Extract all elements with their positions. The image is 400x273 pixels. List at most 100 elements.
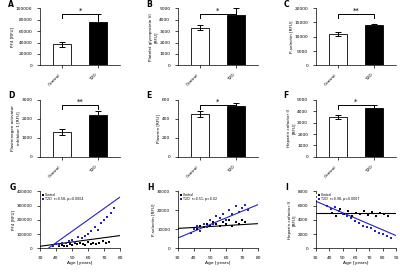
Point bbox=[347, 216, 354, 221]
Point bbox=[341, 212, 347, 216]
Y-axis label: Plasmin [RFU]: Plasmin [RFU] bbox=[157, 114, 161, 143]
Point bbox=[61, 244, 67, 248]
Point bbox=[232, 204, 239, 209]
Point bbox=[216, 216, 223, 220]
Text: **: ** bbox=[352, 8, 359, 14]
Point bbox=[204, 221, 210, 226]
Bar bbox=[191, 28, 209, 66]
Point bbox=[75, 235, 82, 239]
Point bbox=[93, 242, 99, 247]
Point bbox=[384, 233, 390, 238]
Text: G: G bbox=[10, 183, 16, 192]
Point bbox=[85, 232, 91, 236]
Point bbox=[372, 229, 378, 233]
Bar bbox=[328, 117, 347, 157]
Bar bbox=[227, 106, 245, 157]
Bar bbox=[365, 108, 383, 157]
Point bbox=[200, 225, 207, 230]
Point bbox=[200, 221, 207, 226]
Point bbox=[64, 244, 70, 248]
Point bbox=[220, 212, 226, 216]
Point bbox=[107, 210, 114, 215]
Point bbox=[376, 230, 382, 235]
Point bbox=[220, 219, 226, 224]
Point bbox=[102, 241, 109, 245]
Point bbox=[82, 243, 88, 247]
Point bbox=[67, 242, 74, 246]
Y-axis label: PF4 [RFU]: PF4 [RFU] bbox=[10, 27, 14, 47]
Point bbox=[343, 214, 350, 218]
Point bbox=[351, 219, 358, 223]
Point bbox=[242, 202, 248, 207]
Bar bbox=[227, 15, 245, 66]
Point bbox=[333, 214, 339, 218]
Point bbox=[388, 236, 394, 240]
Point bbox=[110, 206, 117, 210]
Point bbox=[355, 221, 362, 225]
X-axis label: Age [years]: Age [years] bbox=[68, 262, 93, 265]
Text: *: * bbox=[216, 8, 220, 14]
Point bbox=[210, 221, 216, 226]
Point bbox=[331, 205, 338, 209]
Point bbox=[335, 209, 342, 213]
Point bbox=[323, 203, 330, 208]
Point bbox=[88, 229, 94, 233]
Point bbox=[361, 208, 367, 213]
Point bbox=[226, 218, 232, 222]
Point bbox=[385, 213, 391, 218]
Point bbox=[207, 218, 213, 222]
Point bbox=[339, 212, 346, 216]
Point bbox=[223, 218, 229, 222]
Bar bbox=[191, 114, 209, 157]
Point bbox=[88, 242, 94, 246]
Point bbox=[197, 223, 204, 228]
Point bbox=[349, 213, 355, 218]
Point bbox=[223, 221, 229, 226]
Point bbox=[56, 244, 62, 248]
Point bbox=[85, 240, 91, 244]
Point bbox=[94, 228, 101, 232]
Point bbox=[369, 210, 375, 214]
Point bbox=[98, 221, 104, 225]
Point bbox=[377, 210, 383, 215]
Point bbox=[62, 241, 69, 246]
Point bbox=[357, 212, 363, 216]
Point bbox=[368, 226, 374, 231]
X-axis label: Age [years]: Age [years] bbox=[205, 262, 231, 265]
Point bbox=[329, 210, 335, 215]
Point bbox=[213, 214, 220, 218]
Text: C: C bbox=[284, 0, 289, 9]
Y-axis label: P-selectin [RFU]: P-selectin [RFU] bbox=[289, 20, 293, 53]
Bar bbox=[328, 34, 347, 66]
Point bbox=[232, 219, 239, 224]
Point bbox=[101, 218, 107, 222]
Text: H: H bbox=[148, 183, 154, 192]
Point bbox=[106, 240, 112, 244]
Y-axis label: Heparin cofactor II
[RFU]: Heparin cofactor II [RFU] bbox=[288, 201, 296, 239]
Point bbox=[194, 227, 200, 232]
Point bbox=[213, 221, 220, 226]
X-axis label: Age [years]: Age [years] bbox=[343, 262, 368, 265]
Text: B: B bbox=[146, 0, 152, 9]
Point bbox=[99, 239, 106, 244]
Point bbox=[69, 243, 75, 247]
Point bbox=[91, 225, 98, 229]
Point bbox=[53, 242, 59, 246]
Y-axis label: Platelet glycoprotein VI
[RFU]: Platelet glycoprotein VI [RFU] bbox=[149, 13, 158, 61]
Point bbox=[90, 241, 96, 246]
Point bbox=[216, 223, 223, 228]
Point bbox=[353, 210, 359, 215]
Point bbox=[197, 229, 204, 233]
Point bbox=[373, 214, 379, 218]
Point bbox=[236, 221, 242, 226]
Point bbox=[229, 223, 236, 228]
Text: E: E bbox=[146, 91, 151, 100]
Text: F: F bbox=[284, 91, 289, 100]
Point bbox=[236, 210, 242, 214]
Point bbox=[327, 207, 334, 211]
Point bbox=[78, 236, 85, 241]
Point bbox=[364, 225, 370, 229]
Point bbox=[72, 241, 78, 246]
Point bbox=[74, 242, 80, 247]
Bar bbox=[89, 115, 108, 157]
